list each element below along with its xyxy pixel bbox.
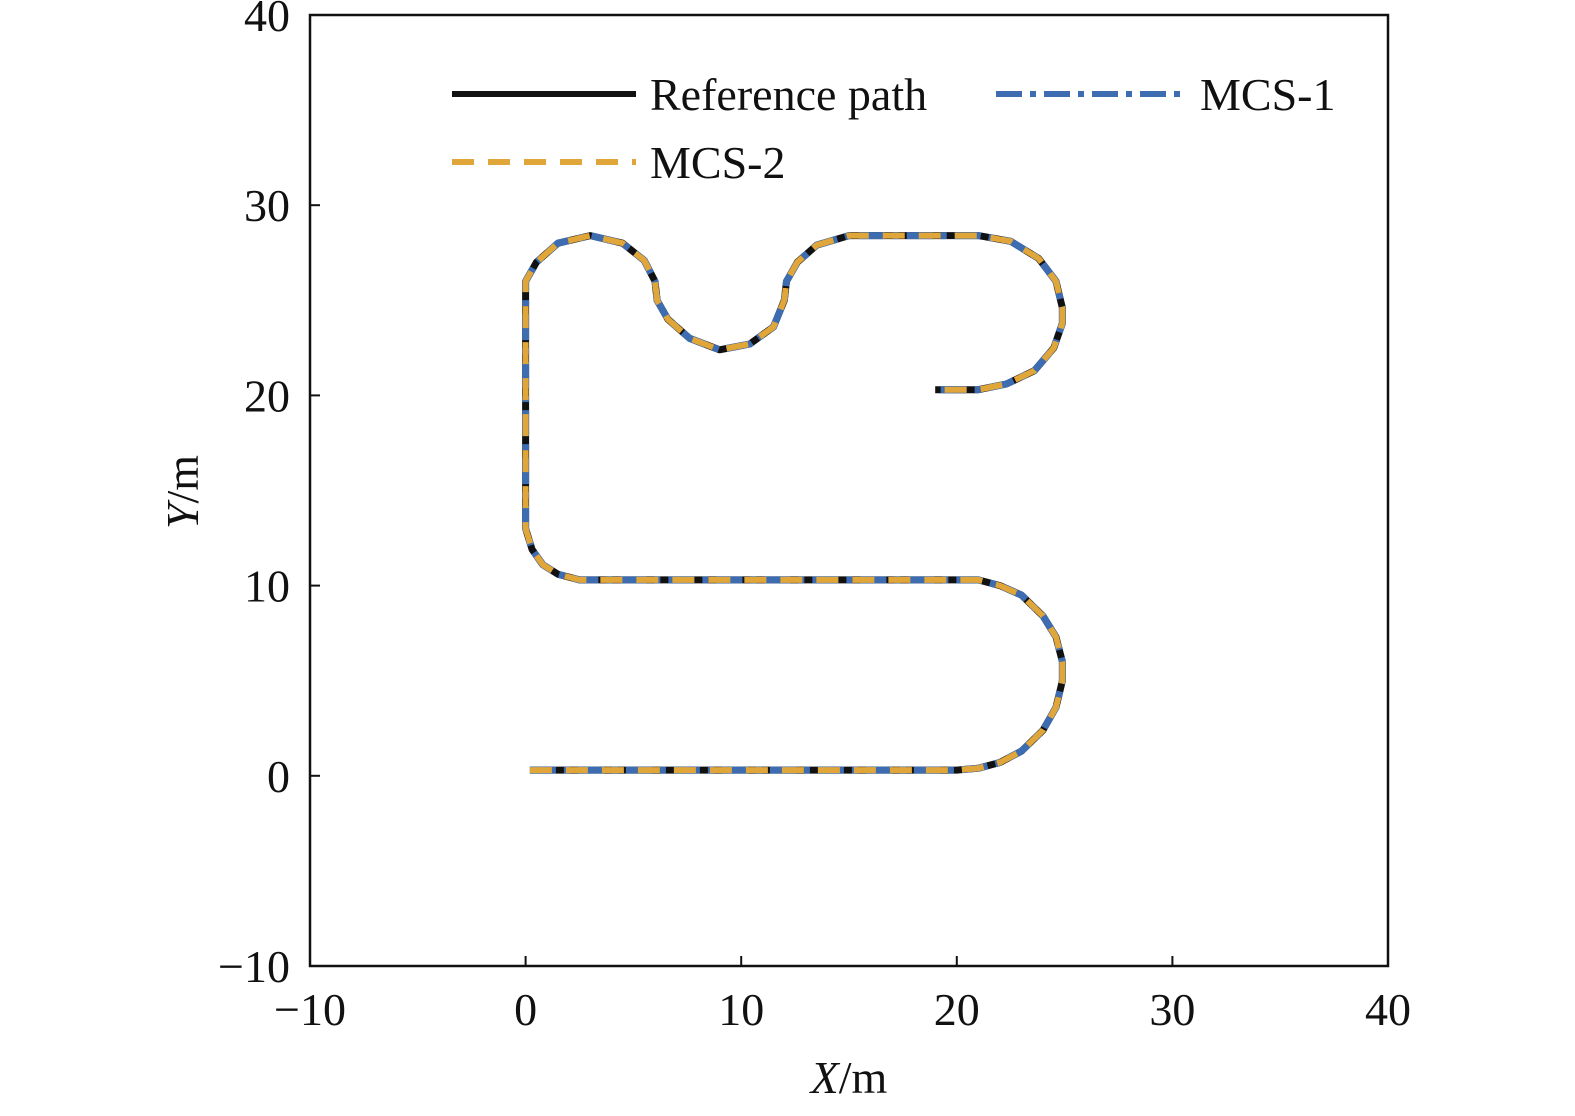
- legend-label-mcs1: MCS-1: [1200, 69, 1335, 120]
- legend: Reference path MCS-1 MCS-2: [452, 69, 1335, 188]
- y-axis-unit: /m: [157, 455, 208, 504]
- legend-label-reference: Reference path: [650, 69, 927, 120]
- x-tick-label: 30: [1149, 984, 1195, 1035]
- y-tick-label: 10: [244, 561, 290, 612]
- series-reference-path: [522, 232, 1066, 774]
- y-tick-label: 0: [267, 751, 290, 802]
- plot-frame: [308, 13, 1390, 968]
- x-axis-var: X: [809, 1052, 841, 1103]
- x-tick-label: 0: [514, 984, 537, 1035]
- y-tick-label: 20: [244, 370, 290, 421]
- x-axis-unit: /m: [839, 1052, 888, 1103]
- x-axis-label: X/m: [809, 1052, 888, 1103]
- x-tick-label: 40: [1365, 984, 1411, 1035]
- series-mcs2: [522, 232, 1066, 774]
- y-tick-label: −10: [218, 941, 290, 992]
- legend-label-mcs2: MCS-2: [650, 137, 785, 188]
- x-tick-label: −10: [274, 984, 346, 1035]
- series-mcs1: [522, 232, 1066, 774]
- ticks-layer: −10 0 10 20 30 40 −10 0 10 20 30 40: [218, 0, 1411, 1035]
- x-tick-label: 10: [718, 984, 764, 1035]
- y-axis-label: Y/m: [157, 455, 208, 529]
- y-tick-label: 40: [244, 0, 290, 41]
- y-tick-label: 30: [244, 180, 290, 231]
- legend-item-mcs2: MCS-2: [452, 137, 785, 188]
- x-tick-label: 20: [934, 984, 980, 1035]
- y-axis-var: Y: [157, 499, 208, 529]
- legend-item-mcs1: MCS-1: [996, 69, 1335, 120]
- legend-item-reference: Reference path: [452, 69, 927, 120]
- series-layer: [522, 232, 1066, 774]
